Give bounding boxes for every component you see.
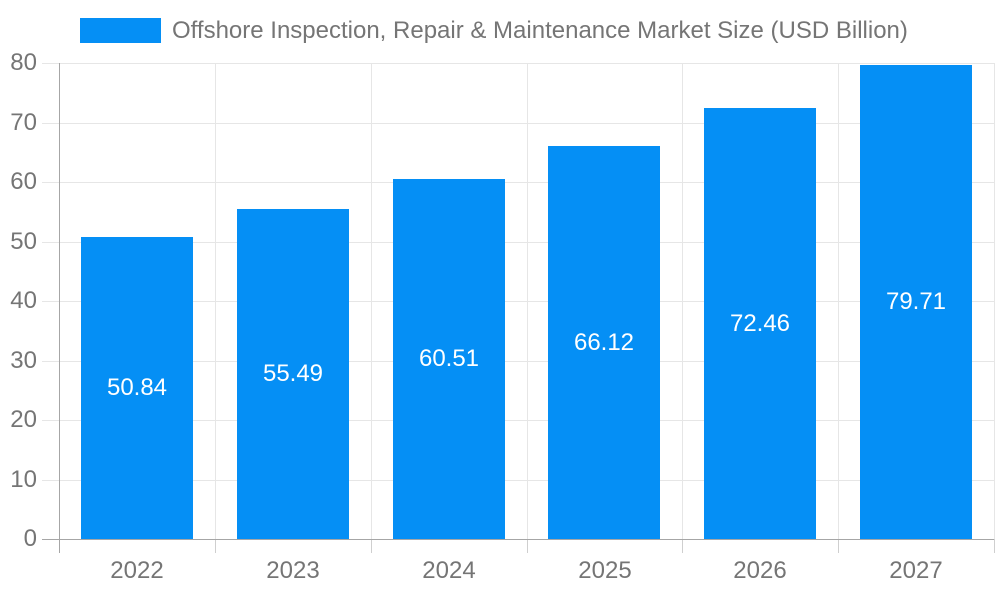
bar-value-label: 72.46 [729,309,791,337]
x-axis-category-label: 2027 [889,557,943,584]
gridline-horizontal [42,123,994,124]
x-axis-tick [838,539,839,553]
gridline-vertical [682,63,683,539]
gridline-horizontal [42,242,994,243]
bar[interactable]: 60.51 [393,179,505,539]
x-axis-category-label: 2025 [578,557,632,584]
x-axis-category-label: 2024 [422,557,476,584]
y-axis-tick-label: 10 [10,466,37,493]
y-axis-tick-label: 40 [10,287,37,314]
x-axis-line [42,539,994,540]
x-axis-tick [682,539,683,553]
legend-swatch [80,18,161,43]
gridline-vertical [994,63,995,539]
bar[interactable]: 72.46 [704,108,816,539]
y-axis-line [59,63,60,553]
bar[interactable]: 79.71 [860,65,972,539]
bar-value-label: 60.51 [418,345,480,372]
gridline-vertical [215,63,216,539]
gridline-horizontal [42,182,994,183]
y-axis-tick-label: 50 [10,228,37,255]
x-axis-category-label: 2023 [266,557,320,584]
y-axis-tick-label: 30 [10,347,37,374]
bar[interactable]: 55.49 [237,209,349,539]
y-axis-tick-label: 0 [23,525,37,552]
gridline-horizontal [42,63,994,64]
y-axis-tick-label: 60 [10,168,37,195]
gridline-horizontal [42,361,994,362]
y-axis-tick-label: 80 [10,49,37,76]
x-axis-tick [215,539,216,553]
y-axis-tick-label: 70 [10,109,37,136]
x-axis-category-label: 2022 [110,557,164,584]
gridline-vertical [527,63,528,539]
x-axis-tick [527,539,528,553]
gridline-vertical [371,63,372,539]
gridline-horizontal [42,480,994,481]
x-axis-tick [371,539,372,553]
bar-value-label: 79.71 [885,288,947,315]
x-axis-tick [994,539,995,553]
bar[interactable]: 66.12 [548,146,660,539]
x-axis-category-label: 2026 [733,557,787,584]
legend-series-label: Offshore Inspection, Repair & Maintenanc… [172,17,908,44]
y-axis-tick-label: 20 [10,406,37,433]
gridline-horizontal [42,420,994,421]
bar-value-label: 66.12 [573,328,635,356]
chart-legend: Offshore Inspection, Repair & Maintenanc… [0,0,1000,56]
gridline-horizontal [42,301,994,302]
bar-value-label: 50.84 [106,374,168,401]
bar[interactable]: 50.84 [81,237,193,539]
gridline-vertical [838,63,839,539]
bar-value-label: 55.49 [262,360,324,387]
